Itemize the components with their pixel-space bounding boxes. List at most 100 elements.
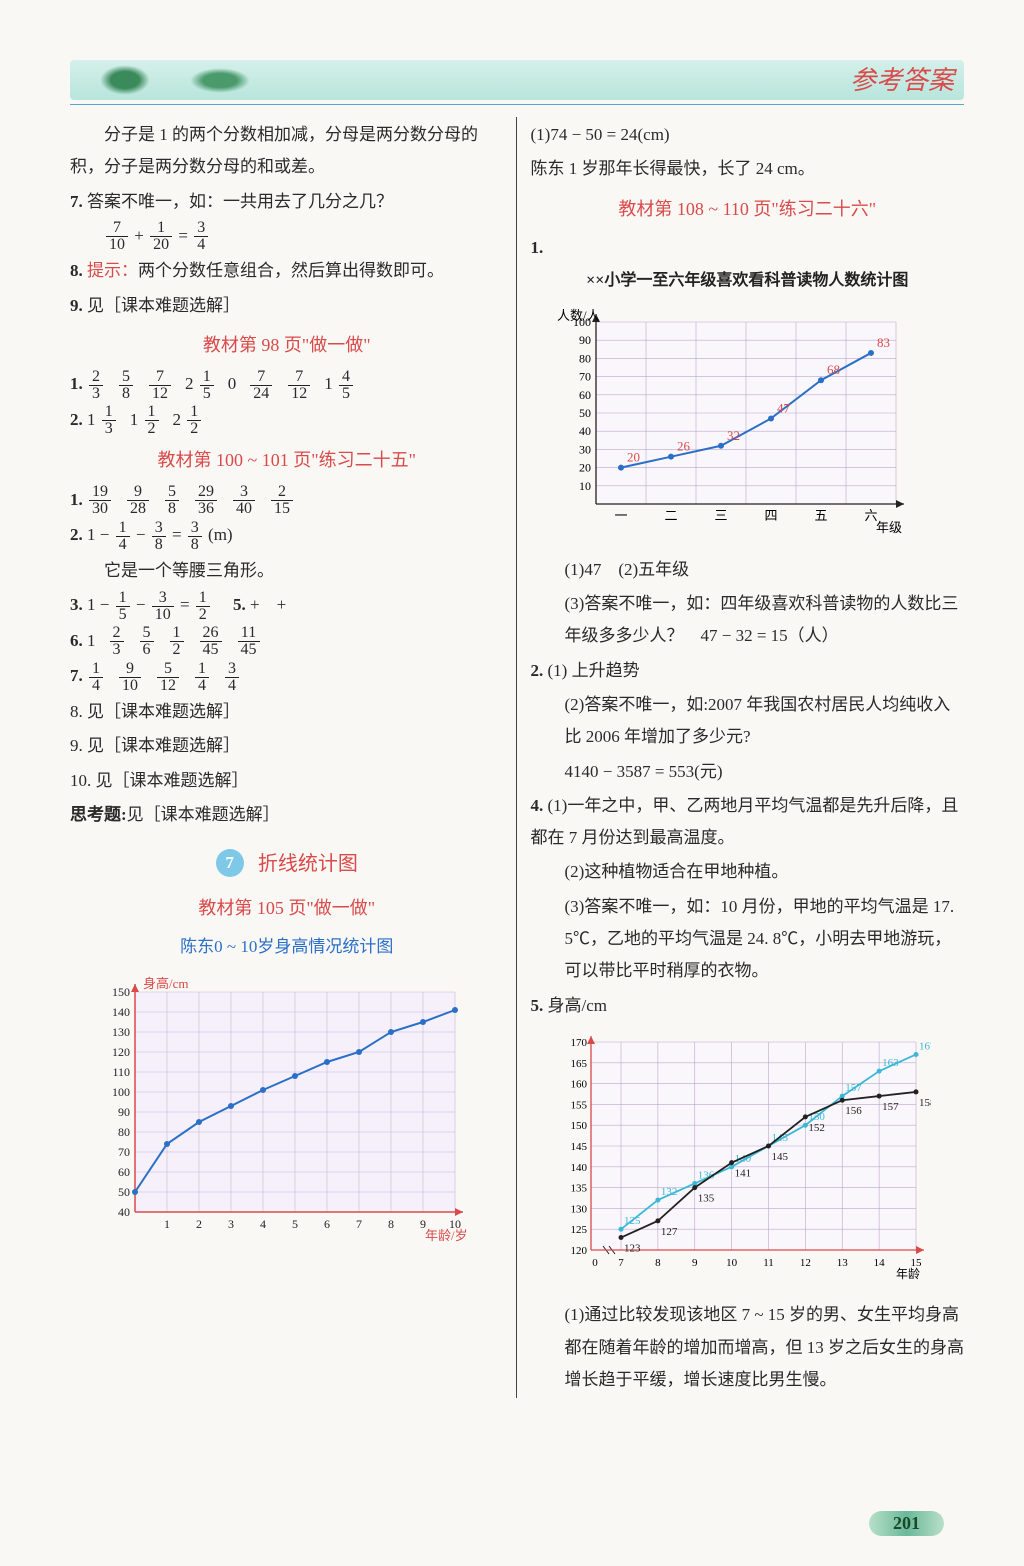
p100-q7-fractions: 149105121434 [87,666,253,685]
p100-q3: 3. 1 − 15 − 310 = 12 5. + + [70,589,504,623]
svg-text:123: 123 [624,1242,641,1254]
r-q5-1: (1)通过比较发现该地区 7 ~ 15 岁的男、女生平均身高都在随着年龄的增加而… [531,1299,965,1396]
svg-text:60: 60 [118,1165,130,1179]
svg-text:3: 3 [228,1217,234,1231]
chart-5-svg: 1201251301351401451501551601651700789101… [551,1030,931,1280]
svg-text:30: 30 [579,443,591,457]
svg-text:8: 8 [388,1217,394,1231]
svg-text:163: 163 [882,1057,899,1069]
p98-q1: 1. 23587122 1507247121 45 [70,368,504,402]
chart-height-age: 4050607080901001101201301401501234567891… [90,972,504,1253]
svg-text:130: 130 [112,1025,130,1039]
p98-q1-fractions: 23587122 1507247121 45 [87,374,367,393]
top-divider [70,104,964,105]
heading-page98: 教材第 98 页"做一做" [70,328,504,362]
p98-q2-fractions: 1 131 122 12 [87,410,215,429]
svg-text:4: 4 [260,1217,266,1231]
svg-text:132: 132 [660,1186,677,1198]
svg-text:155: 155 [570,1099,587,1111]
svg-text:13: 13 [836,1257,848,1269]
svg-text:140: 140 [112,1005,130,1019]
svg-text:165: 165 [570,1058,587,1070]
intro-text: 分子是 1 的两个分数相加减，分母是两分数分母的积，分子是两分数分母的和或差。 [70,119,504,184]
r-q1-3: (3)答案不唯一，如：四年级喜欢科普读物的人数比三年级多多少人？ 47 − 32… [531,588,965,653]
svg-text:14: 14 [873,1257,885,1269]
r-q2-2b: 4140 − 3587 = 553(元) [531,756,965,788]
svg-text:120: 120 [570,1245,587,1257]
p100-q6-fractions: 123561226451145 [87,631,274,650]
svg-text:10: 10 [726,1257,738,1269]
q9-number: 9. [70,296,83,315]
p100-q2-line2: 它是一个等腰三角形。 [70,555,504,587]
p100-q2: 2. 1 − 14 − 38 = 38 (m) [70,519,504,553]
svg-text:130: 130 [570,1203,587,1215]
svg-text:9: 9 [692,1257,698,1269]
svg-text:20: 20 [627,450,640,465]
svg-text:四: 四 [764,508,777,523]
chart-105-svg: 4050607080901001101201301401501234567891… [90,972,470,1242]
chart-108-svg: 102030405060708090100一二三四五六人数/人年级2026324… [551,304,911,534]
decorative-header-band [70,60,964,100]
chart-108-title: ××小学一至六年级喜欢看科普读物人数统计图 [531,266,965,296]
svg-text:11: 11 [763,1257,774,1269]
question-8: 8. 提示：两个分数任意组合，然后算出得数即可。 [70,255,504,287]
thinking-q: 思考题:见［课本难题选解］ [70,799,504,831]
q8-hint: 提示： [87,261,138,280]
chart-two-series: 1201251301351401451501551601651700789101… [551,1030,965,1291]
svg-text:83: 83 [877,335,890,350]
svg-text:127: 127 [660,1226,677,1238]
chart-105-title: 陈东0 ~ 10岁身高情况统计图 [70,931,504,963]
r-q1: 1. [531,232,965,264]
svg-text:三: 三 [714,508,727,523]
q7-number: 7. [70,192,83,211]
svg-text:7: 7 [356,1217,362,1231]
question-7: 7. 答案不唯一，如：一共用去了几分之几？ [70,186,504,218]
svg-text:五: 五 [814,508,827,523]
svg-text:60: 60 [579,388,591,402]
q8-number: 8. [70,261,83,280]
q7-text: 答案不唯一，如：一共用去了几分之几？ [87,192,393,211]
svg-text:10: 10 [579,479,591,493]
q8-text: 两个分数任意组合，然后算出得数即可。 [138,261,444,280]
svg-text:1: 1 [164,1217,170,1231]
svg-text:人数/人: 人数/人 [557,308,600,323]
r-q2: 2. (1) 上升趋势 [531,655,965,687]
p100-q8: 8. 见［课本难题选解］ [70,696,504,728]
svg-text:167: 167 [919,1040,931,1052]
svg-text:7: 7 [618,1257,624,1269]
svg-text:2: 2 [196,1217,202,1231]
svg-text:90: 90 [118,1105,130,1119]
p100-q1-fractions: 1930928582936340215 [87,490,307,509]
q9-text: 见［课本难题选解］ [87,296,240,315]
svg-text:年级: 年级 [876,520,902,534]
svg-text:125: 125 [624,1215,641,1227]
p100-q6: 6. 123561226451145 [70,625,504,659]
svg-text:135: 135 [697,1193,714,1205]
svg-text:135: 135 [570,1183,587,1195]
r-q1-sub: (1)47 (2)五年级 [531,554,965,586]
svg-text:80: 80 [579,352,591,366]
svg-text:100: 100 [112,1085,130,1099]
svg-text:5: 5 [292,1217,298,1231]
svg-text:158: 158 [919,1097,931,1109]
svg-text:20: 20 [579,461,591,475]
chapter-title: 折线统计图 [258,853,358,875]
heading-page100: 教材第 100 ~ 101 页"练习二十五" [70,443,504,477]
svg-text:40: 40 [118,1205,130,1219]
svg-text:157: 157 [882,1101,899,1113]
svg-text:年龄/岁: 年龄/岁 [425,1228,468,1242]
svg-text:26: 26 [677,439,691,454]
page-number: 201 [869,1511,944,1536]
page-title: 参考答案 [850,60,954,97]
svg-text:145: 145 [570,1141,587,1153]
r-q4-3: (3)答案不唯一，如：10 月份，甲地的平均气温是 17. 5℃，乙地的平均气温… [531,891,965,988]
two-column-layout: 分子是 1 的两个分数相加减，分母是两分数分母的积，分子是两分数分母的和或差。 … [70,117,964,1398]
svg-text:160: 160 [570,1079,587,1091]
svg-text:年龄: 年龄 [896,1267,920,1280]
r-q5: 5. 身高/cm [531,990,965,1022]
chapter-7-heading: 7 折线统计图 [70,845,504,883]
svg-text:110: 110 [112,1065,130,1079]
svg-text:68: 68 [827,363,840,378]
r-q4: 4. (1)一年之中，甲、乙两地月平均气温都是先升后降，且都在 7 月份达到最高… [531,790,965,855]
chart-grades: 102030405060708090100一二三四五六人数/人年级2026324… [551,304,965,545]
